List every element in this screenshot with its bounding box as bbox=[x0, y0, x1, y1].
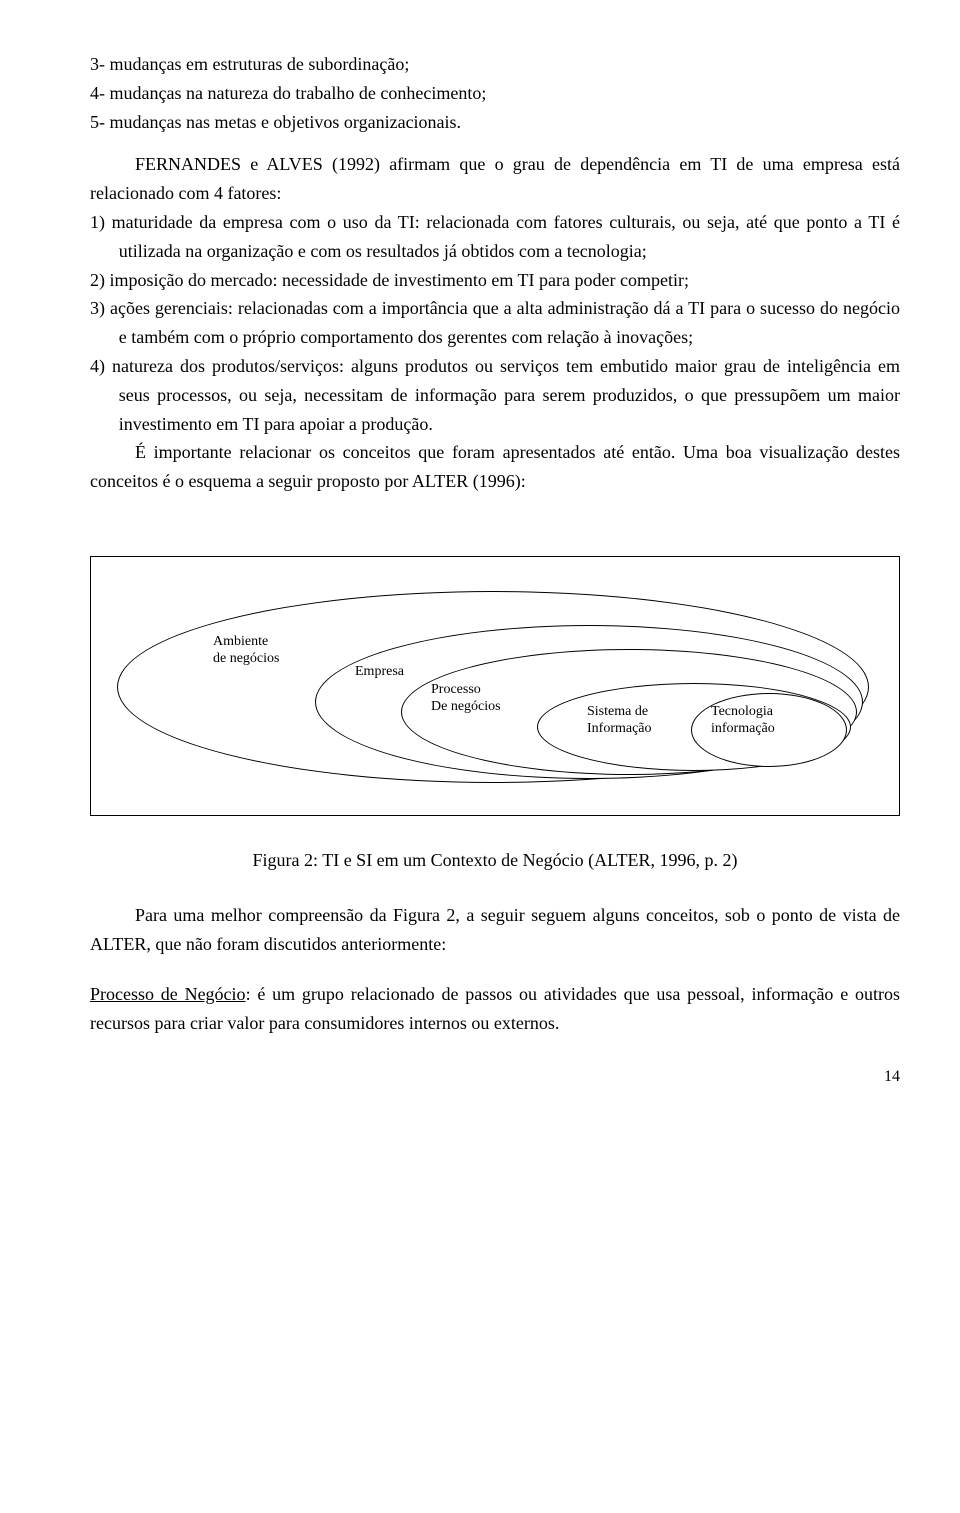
list-item: 3- mudanças em estruturas de subordinaçã… bbox=[90, 50, 900, 79]
definition-term: Processo de Negócio bbox=[90, 984, 246, 1004]
ellipse-label: Sistema deInformação bbox=[587, 703, 652, 738]
paragraph-followup: Para uma melhor compreensão da Figura 2,… bbox=[90, 901, 900, 959]
list-item: 4- mudanças na natureza do trabalho de c… bbox=[90, 79, 900, 108]
ellipse-label: Tecnologiainformação bbox=[711, 703, 775, 738]
ellipse-label: ProcessoDe negócios bbox=[431, 681, 501, 716]
paragraph-relate: É importante relacionar os conceitos que… bbox=[90, 438, 900, 496]
top-numbered-list: 3- mudanças em estruturas de subordinaçã… bbox=[90, 50, 900, 136]
definition-paragraph: Processo de Negócio: é um grupo relacion… bbox=[90, 980, 900, 1038]
list-item: 4) natureza dos produtos/serviços: algun… bbox=[90, 352, 900, 438]
list-item: 2) imposição do mercado: necessidade de … bbox=[90, 266, 900, 295]
list-item: 3) ações gerenciais: relacionadas com a … bbox=[90, 294, 900, 352]
list-item: 1) maturidade da empresa com o uso da TI… bbox=[90, 208, 900, 266]
paragraph-intro: FERNANDES e ALVES (1992) afirmam que o g… bbox=[90, 150, 900, 208]
ellipse-label: Ambientede negócios bbox=[213, 633, 279, 668]
concentric-ellipse-diagram: Ambientede negócios Empresa ProcessoDe neg… bbox=[90, 556, 900, 816]
list-item: 5- mudanças nas metas e objetivos organi… bbox=[90, 108, 900, 137]
page-number: 14 bbox=[90, 1064, 900, 1090]
factors-list: 1) maturidade da empresa com o uso da TI… bbox=[90, 208, 900, 438]
figure-caption: Figura 2: TI e SI em um Contexto de Negó… bbox=[90, 846, 900, 875]
ellipse-label: Empresa bbox=[355, 663, 404, 681]
